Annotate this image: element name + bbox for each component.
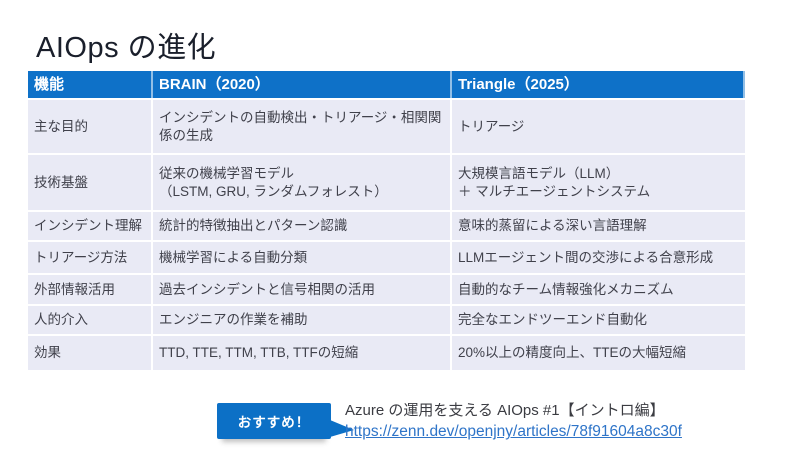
row-feature-label: インシデント理解	[28, 212, 153, 240]
row-feature-label: 外部情報活用	[28, 275, 153, 304]
row-brain-value: 機械学習による自動分類	[153, 242, 452, 273]
row-brain-value: インシデントの自動検出・トリアージ・相関関係の生成	[153, 100, 452, 153]
table-row: インシデント理解 統計的特徴抽出とパターン認識 意味的蒸留による深い言語理解	[28, 212, 745, 242]
row-brain-value: TTD, TTE, TTM, TTB, TTFの短縮	[153, 336, 452, 370]
row-brain-value: 統計的特徴抽出とパターン認識	[153, 212, 452, 240]
table-row: 技術基盤 従来の機械学習モデル （LSTM, GRU, ランダムフォレスト） 大…	[28, 155, 745, 212]
reference-link[interactable]: https://zenn.dev/openjny/articles/78f916…	[345, 423, 682, 441]
row-feature-label: 人的介入	[28, 306, 153, 334]
row-brain-value: 過去インシデントと信号相関の活用	[153, 275, 452, 304]
comparison-table: 機能 BRAIN（2020） Triangle（2025） 主な目的 インシデン…	[28, 71, 745, 372]
column-header-feature: 機能	[28, 71, 153, 98]
table-row: トリアージ方法 機械学習による自動分類 LLMエージェント間の交渉による合意形成	[28, 242, 745, 275]
reference-title: Azure の運用を支える AIOps #1【イントロ編】	[345, 402, 665, 419]
table-row: 人的介入 エンジニアの作業を補助 完全なエンドツーエンド自動化	[28, 306, 745, 336]
reference-block: Azure の運用を支える AIOps #1【イントロ編】 https://ze…	[345, 401, 682, 443]
row-triangle-value: 完全なエンドツーエンド自動化	[452, 306, 745, 334]
row-triangle-value: LLMエージェント間の交渉による合意形成	[452, 242, 745, 273]
row-triangle-value: 自動的なチーム情報強化メカニズム	[452, 275, 745, 304]
column-header-triangle: Triangle（2025）	[452, 71, 745, 98]
table-header-row: 機能 BRAIN（2020） Triangle（2025）	[28, 71, 745, 100]
table-row: 効果 TTD, TTE, TTM, TTB, TTFの短縮 20%以上の精度向上…	[28, 336, 745, 372]
row-triangle-value: 大規模言語モデル（LLM） ＋ マルチエージェントシステム	[452, 155, 745, 210]
row-triangle-value: トリアージ	[452, 100, 745, 153]
recommend-badge-label: おすすめ！	[237, 415, 311, 430]
row-feature-label: 主な目的	[28, 100, 153, 153]
recommend-badge: おすすめ！	[217, 403, 354, 439]
row-triangle-value: 意味的蒸留による深い言語理解	[452, 212, 745, 240]
table-row: 外部情報活用 過去インシデントと信号相関の活用 自動的なチーム情報強化メカニズム	[28, 275, 745, 306]
slide-title: AIOps の進化	[36, 32, 217, 64]
speech-bubble-tail	[330, 420, 354, 437]
table-row: 主な目的 インシデントの自動検出・トリアージ・相関関係の生成 トリアージ	[28, 100, 745, 155]
row-triangle-value: 20%以上の精度向上、TTEの大幅短縮	[452, 336, 745, 370]
row-feature-label: トリアージ方法	[28, 242, 153, 273]
row-brain-value: 従来の機械学習モデル （LSTM, GRU, ランダムフォレスト）	[153, 155, 452, 210]
row-feature-label: 効果	[28, 336, 153, 370]
column-header-brain: BRAIN（2020）	[153, 71, 452, 98]
row-feature-label: 技術基盤	[28, 155, 153, 210]
row-brain-value: エンジニアの作業を補助	[153, 306, 452, 334]
